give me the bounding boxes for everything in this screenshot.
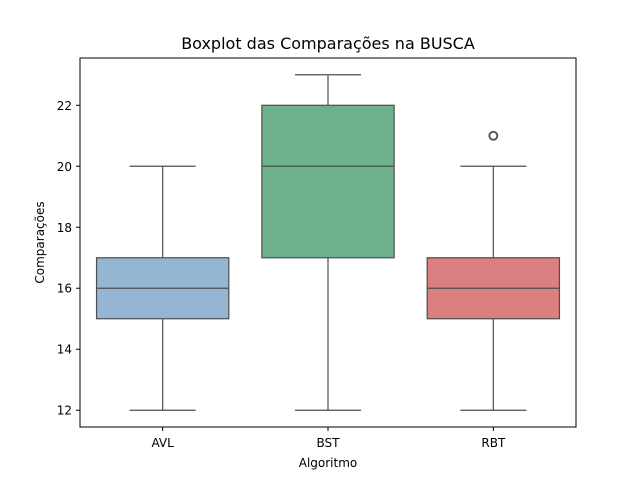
box-bst: [261, 74, 395, 411]
x-tick-label: BST: [317, 436, 341, 450]
chart-title: Boxplot das Comparações na BUSCA: [181, 34, 475, 53]
box-avl: [95, 165, 230, 411]
y-tick-label: 18: [57, 221, 72, 235]
x-tick-label: RBT: [481, 436, 506, 450]
box-rbt: [426, 130, 561, 411]
y-tick-label: 22: [57, 99, 72, 113]
axes: 12 14 16 18 20 22 AVL BST RBT: [57, 99, 506, 450]
y-tick-label: 20: [57, 160, 72, 174]
y-tick-label: 14: [57, 343, 72, 357]
y-axis-label: Comparações: [33, 201, 47, 283]
iqr-box-bst: [261, 104, 395, 259]
y-tick-label: 16: [57, 282, 72, 296]
x-axis-label: Algoritmo: [299, 456, 358, 470]
plot-area: [95, 74, 561, 411]
y-tick-label: 12: [57, 404, 72, 418]
x-tick-label: AVL: [151, 436, 174, 450]
outlier-point-rbt: [488, 130, 499, 141]
